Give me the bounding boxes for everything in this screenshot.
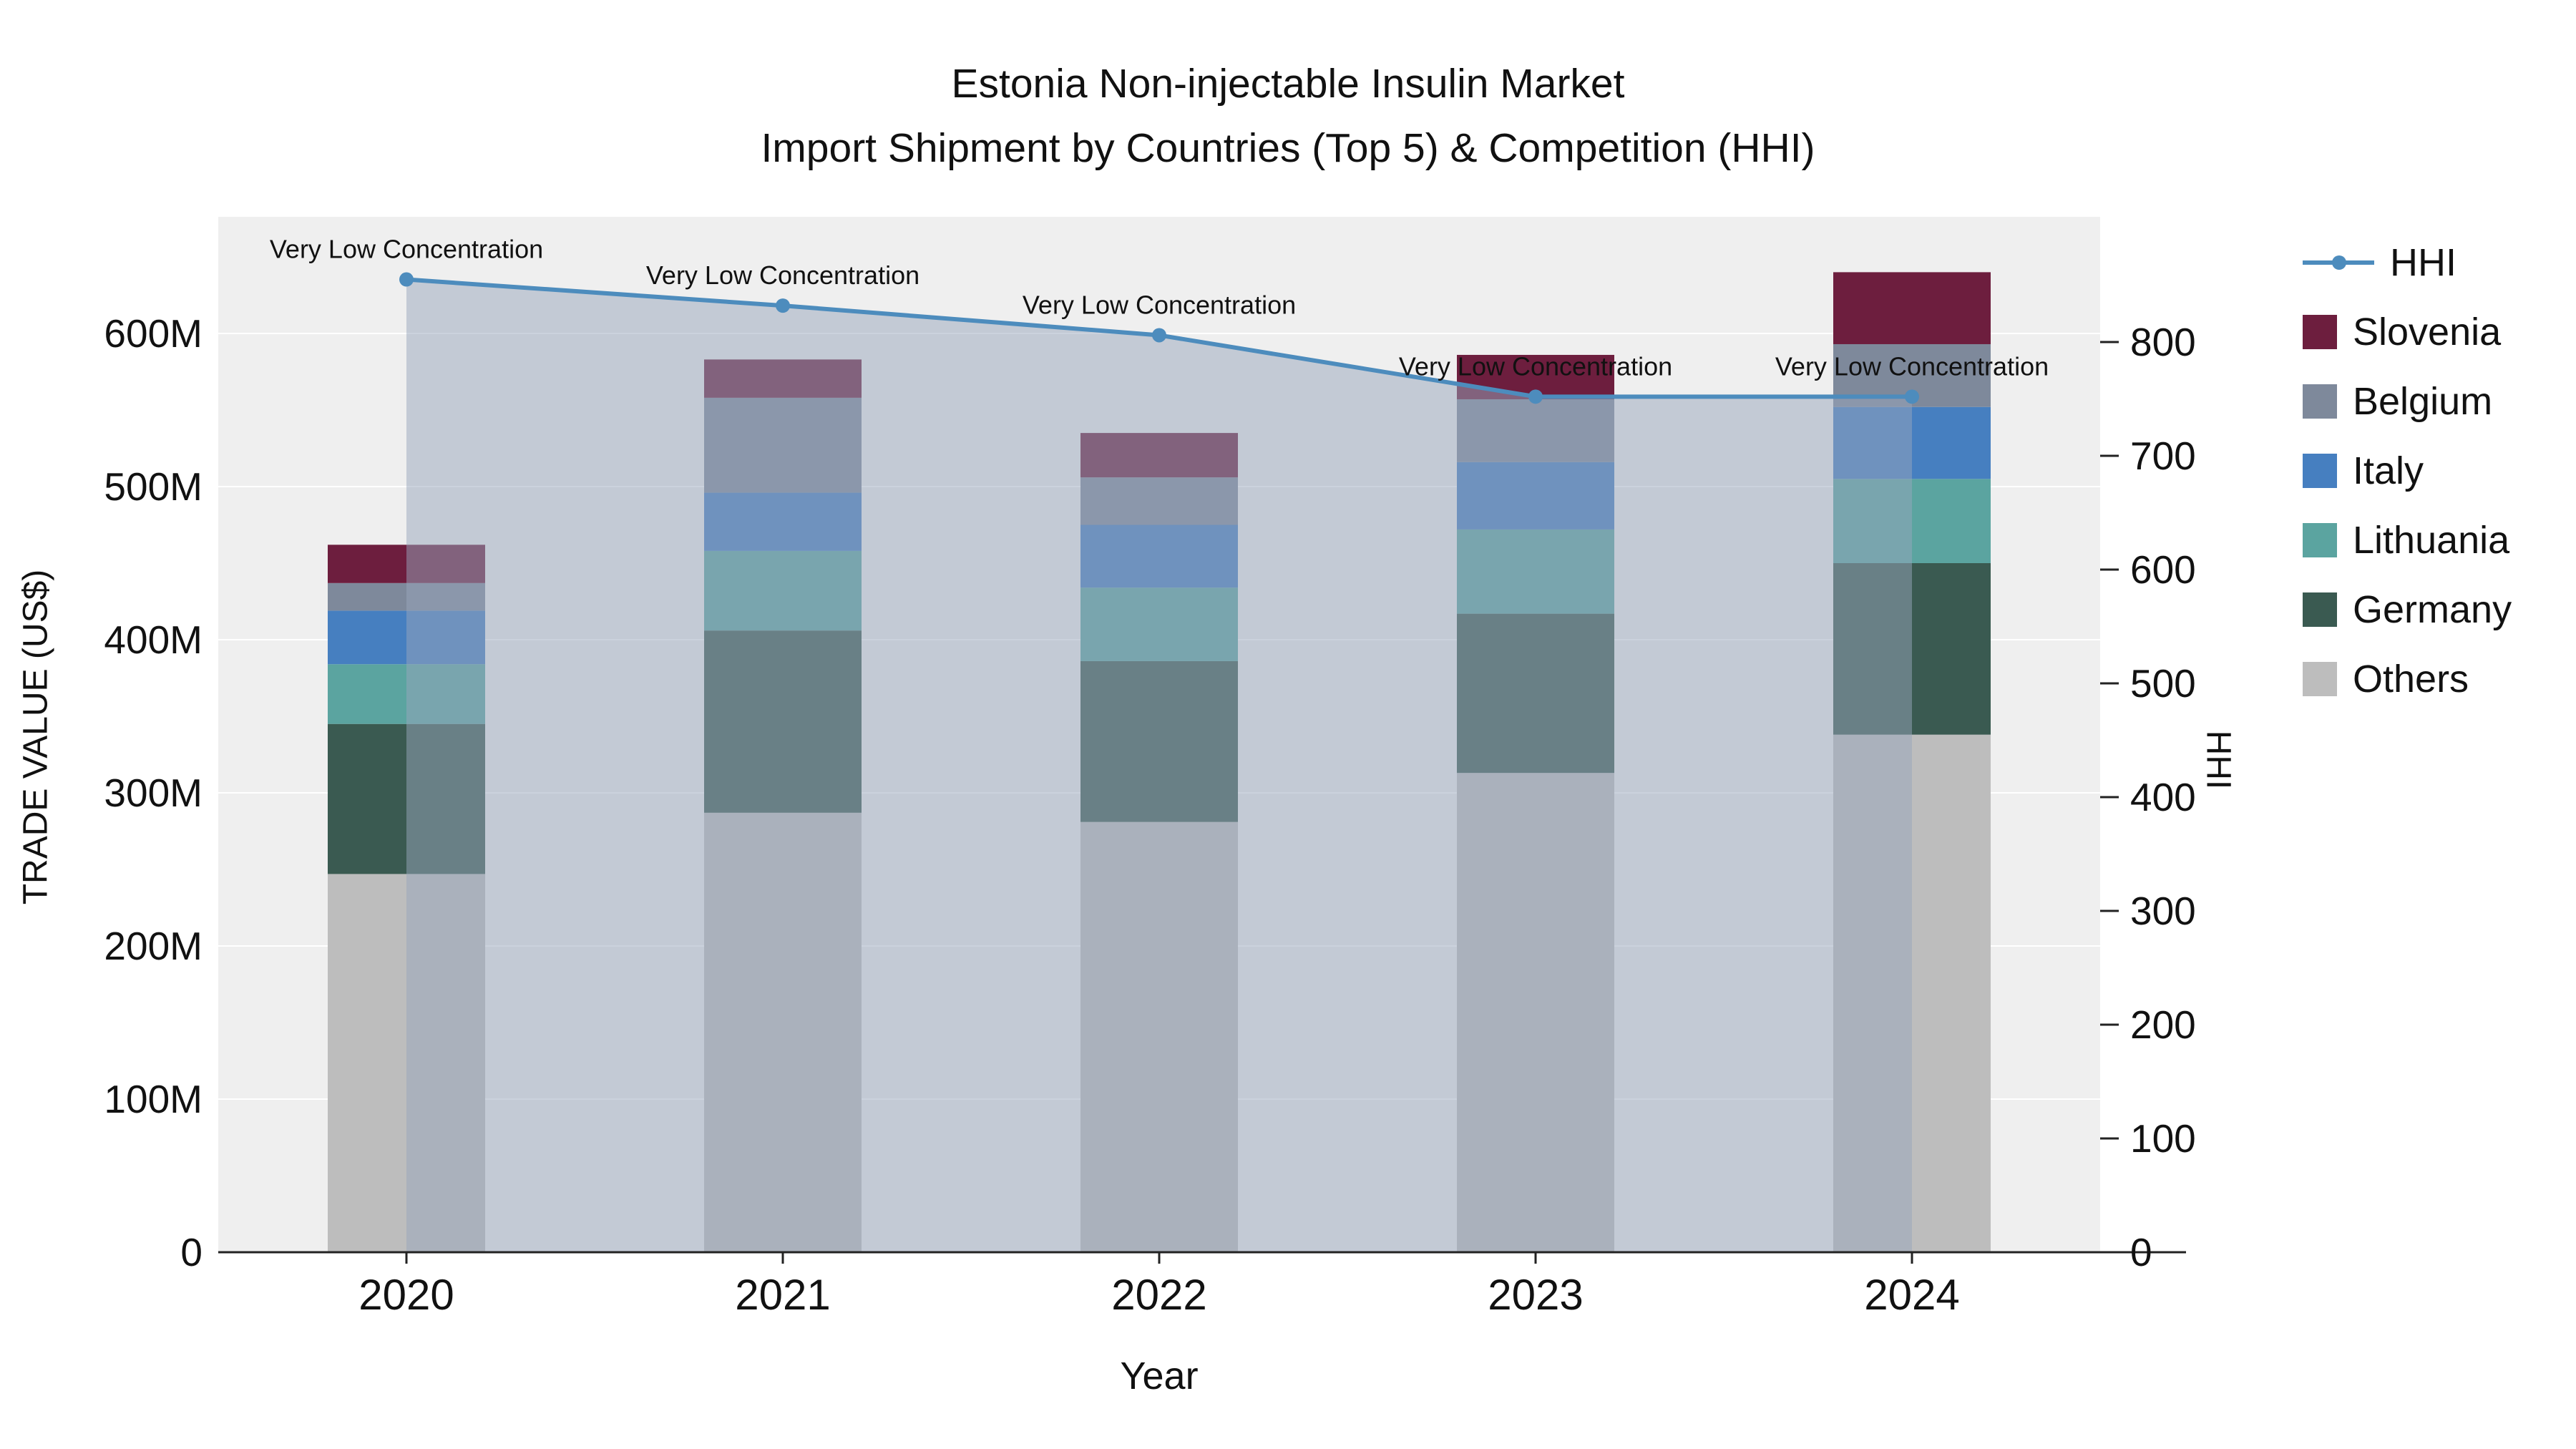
hhi-line-sample <box>2303 255 2374 270</box>
legend-label-others: Others <box>2353 658 2469 701</box>
y-right-tick-label: 0 <box>2130 1230 2152 1274</box>
legend-item-italy[interactable]: Italy <box>2303 449 2512 493</box>
x-tick-label-2024: 2024 <box>1864 1271 1959 1319</box>
hhi-marker-2022[interactable] <box>1152 328 1166 343</box>
y-left-tick-label: 500M <box>104 464 203 509</box>
y-right-tick-label: 300 <box>2130 889 2196 933</box>
hhi-line-sample-dot <box>2332 255 2346 270</box>
slovenia-swatch <box>2303 315 2337 349</box>
y-left-tick-label: 200M <box>104 924 203 968</box>
y-left-tick-label: 300M <box>104 771 203 815</box>
italy-swatch <box>2303 454 2337 488</box>
y-left-tick-label: 600M <box>104 311 203 356</box>
annotation-2020: Very Low Concentration <box>270 235 543 264</box>
legend-item-hhi[interactable]: HHI <box>2303 240 2512 285</box>
y-axis-left-title: TRADE VALUE (US$) <box>16 569 55 905</box>
y-axis-right-title: HHI <box>2199 730 2238 790</box>
legend-label-lithuania: Lithuania <box>2353 519 2510 562</box>
y-right-tick-label: 800 <box>2130 320 2196 364</box>
y-left-tick-label: 400M <box>104 618 203 662</box>
hhi-marker-2024[interactable] <box>1905 389 1919 404</box>
germany-swatch <box>2303 592 2337 627</box>
legend-item-others[interactable]: Others <box>2303 657 2512 701</box>
y-right-tick-label: 600 <box>2130 547 2196 592</box>
chart-title-line1: Estonia Non-injectable Insulin Market <box>951 61 1625 107</box>
others-swatch <box>2303 662 2337 696</box>
x-tick-label-2022: 2022 <box>1111 1271 1206 1319</box>
y-right-tick-label: 700 <box>2130 434 2196 478</box>
legend-item-belgium[interactable]: Belgium <box>2303 379 2512 424</box>
annotation-2024: Very Low Concentration <box>1775 351 2049 381</box>
legend: HHI Slovenia Belgium Italy Lithuania Ger… <box>2303 240 2512 726</box>
x-tick-label-2020: 2020 <box>358 1271 454 1319</box>
chart-title-line2: Import Shipment by Countries (Top 5) & C… <box>761 125 1815 171</box>
x-tick-label-2023: 2023 <box>1488 1271 1583 1319</box>
bar-segment-slovenia-2024[interactable] <box>1833 272 1991 344</box>
annotation-2022: Very Low Concentration <box>1023 290 1296 319</box>
y-right-tick-label: 200 <box>2130 1002 2196 1047</box>
legend-item-slovenia[interactable]: Slovenia <box>2303 310 2512 354</box>
x-tick-label-2021: 2021 <box>735 1271 830 1319</box>
x-axis-title: Year <box>1120 1355 1199 1397</box>
legend-item-germany[interactable]: Germany <box>2303 587 2512 632</box>
belgium-swatch <box>2303 384 2337 419</box>
y-right-tick-label: 400 <box>2130 775 2196 819</box>
hhi-area-fill <box>406 279 1912 1252</box>
legend-label-belgium: Belgium <box>2353 380 2493 423</box>
legend-item-lithuania[interactable]: Lithuania <box>2303 518 2512 562</box>
chart-title: Estonia Non-injectable Insulin Market Im… <box>0 52 2576 180</box>
y-left-tick-label: 0 <box>180 1230 203 1274</box>
annotation-2023: Very Low Concentration <box>1399 351 1672 381</box>
annotation-2021: Very Low Concentration <box>646 260 919 290</box>
y-right-tick-label: 100 <box>2130 1116 2196 1161</box>
hhi-marker-2023[interactable] <box>1528 389 1543 404</box>
legend-label-slovenia: Slovenia <box>2353 311 2502 353</box>
y-left-tick-label: 100M <box>104 1077 203 1121</box>
hhi-marker-2021[interactable] <box>776 298 790 313</box>
hhi-marker-2020[interactable] <box>399 272 414 287</box>
legend-label-hhi: HHI <box>2390 241 2457 284</box>
lithuania-swatch <box>2303 523 2337 557</box>
legend-label-italy: Italy <box>2353 449 2424 492</box>
legend-label-germany: Germany <box>2353 588 2512 631</box>
y-right-tick-label: 500 <box>2130 661 2196 706</box>
